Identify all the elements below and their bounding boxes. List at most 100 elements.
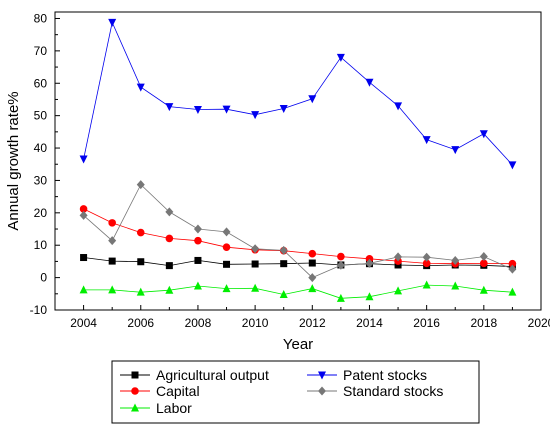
legend-marker bbox=[131, 403, 139, 412]
data-point-patent-stocks bbox=[365, 78, 374, 87]
x-tick-label: 2010 bbox=[242, 316, 269, 330]
x-tick-label: 2016 bbox=[413, 316, 440, 330]
data-point-patent-stocks bbox=[422, 136, 431, 145]
x-tick-label: 2004 bbox=[70, 316, 97, 330]
y-tick-label: 70 bbox=[34, 44, 48, 58]
data-point-capital bbox=[222, 243, 231, 251]
x-tick-label: 2012 bbox=[299, 316, 326, 330]
data-point-standard-stocks bbox=[365, 258, 374, 268]
data-point-labor bbox=[108, 285, 117, 294]
data-point-labor bbox=[422, 280, 431, 289]
x-axis-title: Year bbox=[283, 336, 313, 353]
data-point-patent-stocks bbox=[165, 103, 174, 112]
y-tick-label: -10 bbox=[30, 303, 48, 317]
data-point-standard-stocks bbox=[479, 252, 488, 262]
legend-label: Capital bbox=[156, 383, 200, 399]
legend-marker bbox=[318, 386, 326, 396]
legend-marker bbox=[131, 371, 139, 379]
data-point-standard-stocks bbox=[136, 180, 145, 190]
data-point-labor bbox=[136, 287, 145, 296]
data-point-labor bbox=[193, 281, 202, 290]
legend-item-capital: Capital bbox=[120, 383, 200, 399]
data-point-capital bbox=[422, 259, 431, 268]
y-tick-label: 60 bbox=[34, 76, 48, 90]
data-point-standard-stocks bbox=[251, 244, 260, 254]
data-point-patent-stocks bbox=[308, 95, 317, 104]
data-point-agricultural-output bbox=[223, 260, 231, 268]
data-point-agricultural-output bbox=[394, 261, 402, 269]
data-point-standard-stocks bbox=[279, 245, 288, 255]
data-point-patent-stocks bbox=[479, 130, 488, 139]
data-point-labor bbox=[365, 292, 374, 301]
data-point-standard-stocks bbox=[108, 236, 117, 246]
x-tick-label: 2008 bbox=[185, 316, 212, 330]
data-point-capital bbox=[194, 236, 202, 245]
series-line-standard-stocks bbox=[83, 183, 513, 279]
data-point-standard-stocks bbox=[394, 252, 403, 262]
data-point-agricultural-output bbox=[280, 260, 288, 268]
series-capital bbox=[79, 205, 517, 268]
series-patent-stocks bbox=[79, 18, 517, 170]
legend-item-labor: Labor bbox=[120, 400, 192, 416]
series-line-capital bbox=[83, 208, 513, 265]
data-point-standard-stocks bbox=[508, 264, 517, 274]
legend-marker bbox=[131, 387, 139, 395]
data-point-standard-stocks bbox=[451, 255, 460, 265]
data-point-capital bbox=[365, 255, 374, 263]
data-point-patent-stocks bbox=[336, 53, 345, 62]
y-tick-label: 80 bbox=[34, 11, 48, 25]
legend-label: Labor bbox=[156, 400, 192, 416]
data-point-agricultural-output bbox=[137, 258, 145, 266]
data-point-standard-stocks bbox=[336, 260, 345, 270]
series-labor bbox=[79, 280, 517, 302]
data-point-capital bbox=[136, 228, 145, 237]
data-point-labor bbox=[165, 285, 174, 294]
series-line-patent-stocks bbox=[83, 21, 513, 166]
legend-item-patent-stocks: Patent stocks bbox=[307, 367, 427, 383]
data-point-patent-stocks bbox=[279, 105, 288, 114]
legend-item-agricultural-output: Agricultural output bbox=[120, 367, 269, 383]
data-point-agricultural-output bbox=[251, 260, 259, 268]
x-tick-label: 2014 bbox=[356, 316, 383, 330]
data-point-capital bbox=[79, 205, 88, 213]
data-point-standard-stocks bbox=[193, 224, 202, 234]
data-point-standard-stocks bbox=[222, 227, 231, 237]
x-tick-label: 2018 bbox=[470, 316, 497, 330]
data-point-standard-stocks bbox=[308, 273, 317, 283]
legend-label: Patent stocks bbox=[343, 367, 427, 383]
data-point-labor bbox=[308, 284, 317, 293]
data-point-patent-stocks bbox=[222, 105, 231, 114]
data-point-capital bbox=[480, 259, 488, 268]
data-point-patent-stocks bbox=[79, 155, 88, 164]
data-point-labor bbox=[479, 285, 488, 294]
legend-box bbox=[111, 360, 480, 424]
legend-marker bbox=[318, 371, 326, 380]
y-axis-title: Annual growth rate% bbox=[5, 91, 22, 230]
data-point-capital bbox=[108, 219, 116, 227]
data-point-patent-stocks bbox=[136, 83, 145, 92]
data-point-capital bbox=[508, 259, 517, 268]
data-point-patent-stocks bbox=[108, 18, 117, 27]
data-point-standard-stocks bbox=[422, 252, 431, 262]
series-line-labor bbox=[83, 284, 513, 299]
series-line-agricultural-output bbox=[83, 257, 513, 267]
plot-area-frame bbox=[54, 11, 542, 311]
series-agricultural-output bbox=[80, 254, 516, 271]
data-point-agricultural-output bbox=[108, 257, 116, 265]
data-point-labor bbox=[451, 281, 460, 290]
data-point-patent-stocks bbox=[451, 146, 460, 155]
data-point-agricultural-output bbox=[308, 259, 316, 267]
data-point-agricultural-output bbox=[165, 262, 173, 270]
data-point-labor bbox=[394, 286, 403, 295]
y-tick-label: 20 bbox=[34, 206, 48, 220]
y-tick-label: 50 bbox=[34, 109, 48, 123]
data-point-capital bbox=[165, 234, 174, 243]
data-point-agricultural-output bbox=[80, 254, 88, 262]
data-point-labor bbox=[79, 285, 88, 294]
data-point-labor bbox=[279, 289, 288, 298]
data-point-labor bbox=[251, 283, 260, 292]
legend-item-standard-stocks: Standard stocks bbox=[307, 383, 443, 399]
data-point-capital bbox=[337, 252, 345, 261]
data-point-labor bbox=[336, 293, 345, 302]
